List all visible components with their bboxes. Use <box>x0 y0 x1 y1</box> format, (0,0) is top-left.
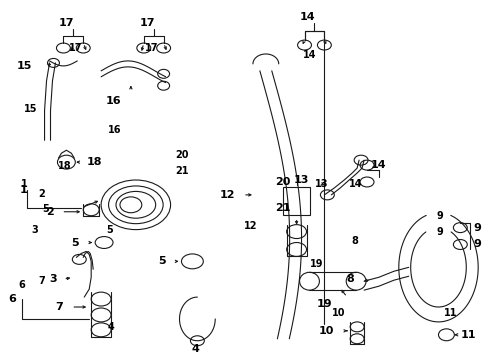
Text: 5: 5 <box>42 204 49 214</box>
Text: 5: 5 <box>72 238 79 248</box>
Text: 14: 14 <box>370 160 386 170</box>
Text: 1: 1 <box>20 185 27 195</box>
Text: 17: 17 <box>69 43 82 53</box>
Text: 9: 9 <box>472 222 480 233</box>
Text: 9: 9 <box>472 239 480 249</box>
Text: 2: 2 <box>46 207 53 217</box>
Text: 1: 1 <box>21 179 28 189</box>
Text: 3: 3 <box>49 274 56 284</box>
Text: 17: 17 <box>59 18 74 28</box>
Text: 14: 14 <box>299 12 315 22</box>
Text: 16: 16 <box>105 96 121 105</box>
Text: 5: 5 <box>106 225 113 235</box>
Text: 16: 16 <box>107 125 121 135</box>
Text: 17: 17 <box>140 18 155 28</box>
Text: 10: 10 <box>318 326 334 336</box>
Text: 14: 14 <box>302 50 316 60</box>
Text: 14: 14 <box>348 179 362 189</box>
Text: 15: 15 <box>24 104 37 113</box>
Text: 21: 21 <box>175 166 189 176</box>
Text: 20: 20 <box>175 150 189 160</box>
Bar <box>282 187 310 215</box>
Text: 18: 18 <box>86 157 102 167</box>
Text: 8: 8 <box>346 274 353 284</box>
Text: 11: 11 <box>459 330 475 340</box>
Text: 6: 6 <box>18 280 24 291</box>
Text: 2: 2 <box>38 189 45 199</box>
Text: 9: 9 <box>435 211 442 221</box>
Text: 19: 19 <box>316 299 331 309</box>
Text: 9: 9 <box>435 227 442 237</box>
Text: 19: 19 <box>309 259 323 269</box>
Text: 4: 4 <box>191 344 199 354</box>
Text: 3: 3 <box>31 225 38 235</box>
Text: 11: 11 <box>443 308 456 318</box>
Text: 7: 7 <box>56 302 63 312</box>
Text: 4: 4 <box>107 322 114 332</box>
Text: 15: 15 <box>16 61 32 71</box>
Text: 6: 6 <box>8 294 16 304</box>
Text: 21: 21 <box>274 203 290 213</box>
Text: 8: 8 <box>350 236 357 246</box>
Text: 20: 20 <box>274 177 290 187</box>
Text: 5: 5 <box>158 256 165 266</box>
Text: 10: 10 <box>331 308 345 318</box>
Text: 17: 17 <box>145 43 158 53</box>
Text: 12: 12 <box>219 190 235 200</box>
Text: 12: 12 <box>243 221 257 231</box>
Text: 18: 18 <box>58 161 71 171</box>
Text: 7: 7 <box>39 276 45 286</box>
Text: 13: 13 <box>293 175 309 185</box>
Text: 13: 13 <box>314 179 327 189</box>
